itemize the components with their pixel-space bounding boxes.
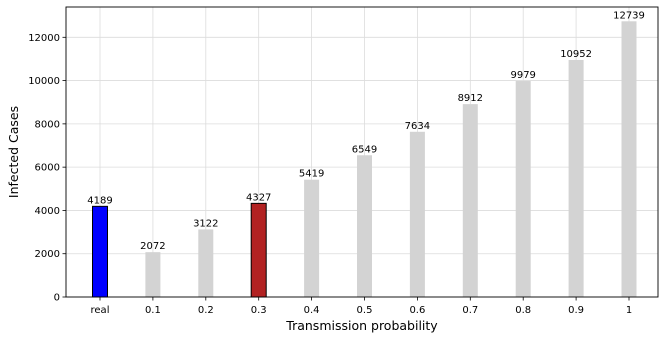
- bar-0.9: [568, 59, 584, 298]
- y-tick-label: 2000: [35, 249, 60, 260]
- data-label: 7634: [405, 121, 430, 132]
- x-tick-label: 0.5: [357, 305, 373, 316]
- x-tick-label: 0.3: [251, 305, 267, 316]
- data-label: 2072: [140, 241, 165, 252]
- x-axis: real 0.1 0.2 0.3 0.4 0.5 0.6 0.7 0.8 0.9 1: [91, 297, 632, 316]
- bar-0.7: [462, 104, 478, 297]
- data-label: 8912: [458, 93, 483, 104]
- data-label: 12739: [613, 10, 645, 21]
- data-label: 4327: [246, 192, 271, 203]
- x-tick-label: real: [91, 305, 110, 316]
- x-tick-label: 0.4: [304, 305, 320, 316]
- bar-real: [92, 205, 108, 298]
- bar-0.5: [357, 155, 372, 297]
- bar-0.6: [409, 131, 425, 297]
- bar-0.8: [515, 81, 531, 298]
- bar-0.2: [198, 229, 214, 297]
- data-label: 10952: [560, 49, 592, 60]
- y-tick-label: 8000: [35, 119, 60, 130]
- y-tick-label: 6000: [35, 163, 60, 174]
- data-label: 9979: [510, 70, 535, 81]
- data-label: 4189: [87, 195, 112, 206]
- x-tick-label: 0.9: [568, 305, 584, 316]
- data-labels: 4189 2072 3122 4327 5419 6549 7634 8912 9979 1095…: [87, 10, 645, 252]
- plot-frame: [65, 6, 659, 298]
- bar-0.1: [145, 252, 161, 297]
- x-tick-label: 1: [626, 305, 632, 316]
- bars: [92, 21, 637, 298]
- bar-0.4: [304, 179, 320, 297]
- x-tick-label: 0.8: [515, 305, 531, 316]
- y-tick-label: 10000: [28, 76, 60, 87]
- x-tick-label: 0.2: [198, 305, 214, 316]
- x-tick-label: 0.7: [462, 305, 478, 316]
- y-axis: 0 2000 4000 6000 8000 10000 12000: [28, 33, 66, 304]
- x-axis-label: Transmission probability: [285, 318, 438, 333]
- y-tick-label: 12000: [28, 33, 60, 44]
- bar-0.3: [250, 202, 267, 298]
- bar-1: [621, 21, 637, 297]
- x-tick-label: 0.6: [409, 305, 425, 316]
- x-tick-label: 0.1: [145, 305, 161, 316]
- data-label: 3122: [193, 218, 218, 229]
- y-axis-label: Infected Cases: [6, 106, 21, 198]
- y-tick-label: 4000: [35, 206, 60, 217]
- data-label: 6549: [352, 144, 377, 155]
- y-tick-label: 0: [54, 293, 60, 304]
- data-label: 5419: [299, 169, 324, 180]
